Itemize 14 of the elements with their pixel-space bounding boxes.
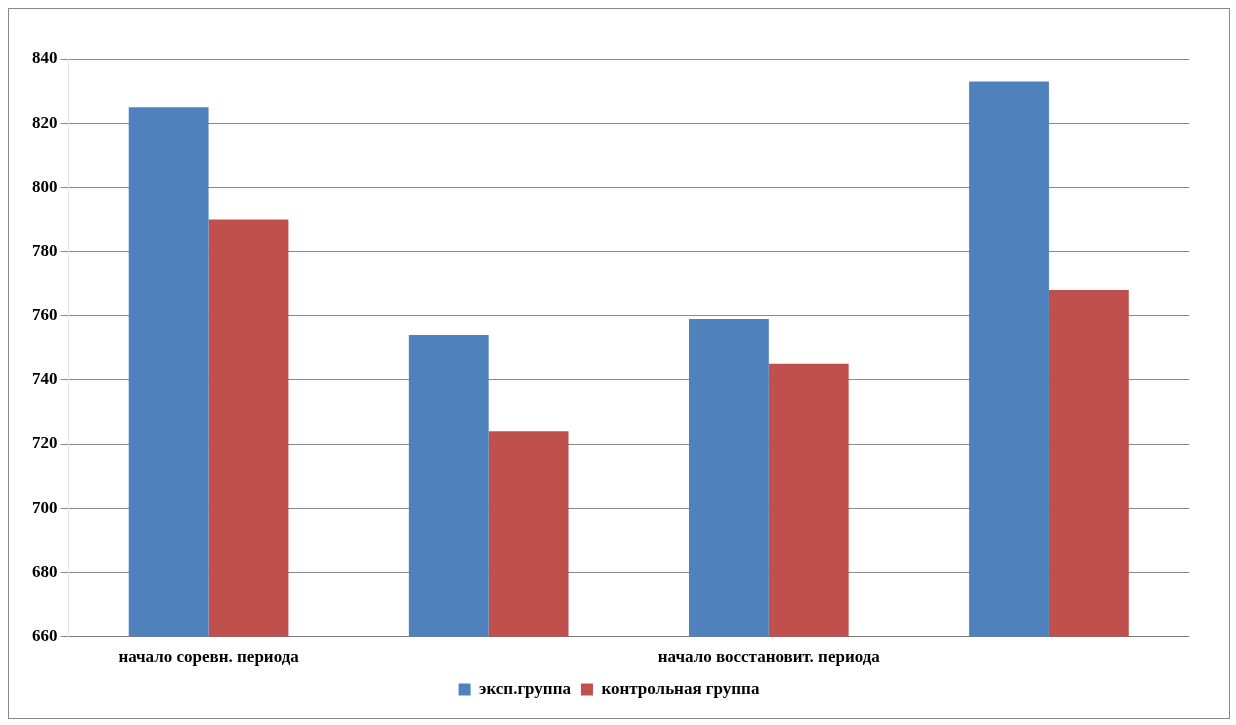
y-tick-label: 840 [32,48,58,68]
x-tick-label: начало восстановит. периода [657,647,881,667]
y-tick-label: 780 [32,240,58,260]
y-tick-label: 800 [32,176,58,196]
y-tick-label: 700 [32,497,58,517]
y-tick-label: 660 [32,625,58,645]
x-tick-label: начало соревн. периода [118,647,300,667]
legend-label: контрольная группа [601,678,760,698]
y-tick-label: 820 [32,112,58,132]
y-tick-label: 680 [32,561,58,581]
y-tick-label: 760 [32,305,58,325]
legend-label: эксп.группа [479,678,572,698]
y-tick-label: 720 [32,433,58,453]
y-tick-label: 740 [32,369,58,389]
